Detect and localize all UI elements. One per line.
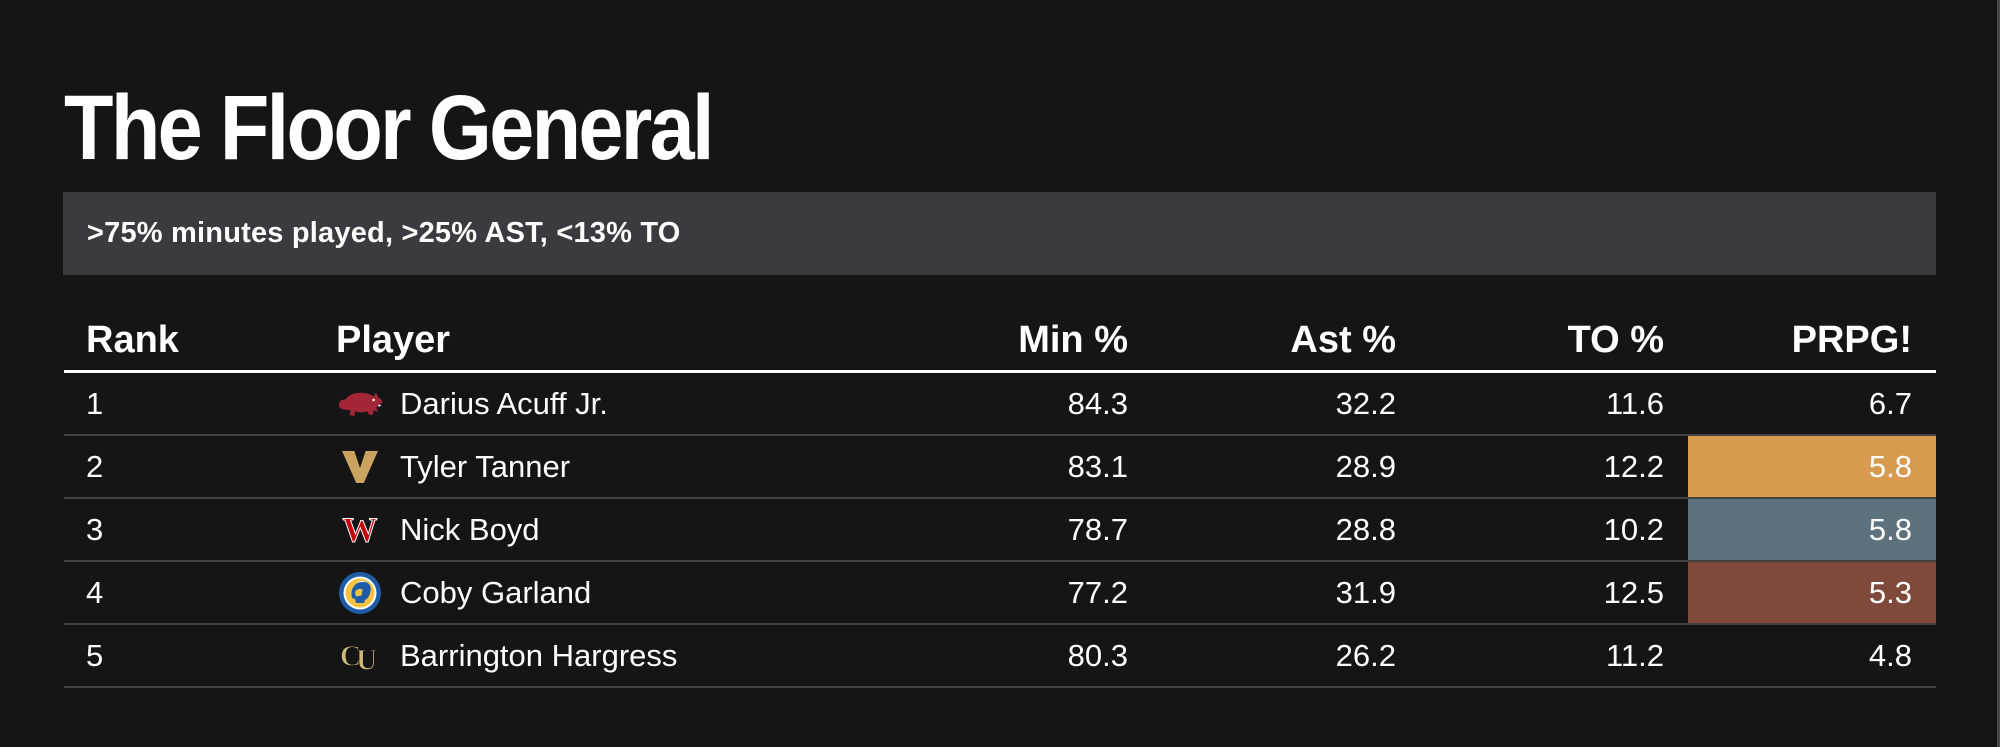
svg-text:W: W bbox=[343, 513, 378, 547]
column-header-to-pct: TO % bbox=[1420, 278, 1688, 373]
page-title: The Floor General bbox=[64, 77, 715, 179]
player-cell: Darius Acuff Jr. bbox=[336, 382, 902, 426]
san-jose-state-spartans-logo bbox=[336, 571, 384, 615]
vanderbilt-commodores-logo bbox=[336, 445, 384, 489]
column-header-rank: Rank bbox=[64, 278, 336, 373]
to-pct-value: 12.2 bbox=[1420, 435, 1688, 499]
window-edge-line bbox=[1997, 0, 2000, 747]
player-cell: C U Barrington Hargress bbox=[336, 634, 902, 678]
prpg-value: 5.8 bbox=[1688, 498, 1936, 562]
column-header-prpg: PRPG! bbox=[1688, 278, 1936, 373]
arkansas-razorbacks-logo bbox=[336, 382, 384, 426]
rank-value: 5 bbox=[64, 624, 336, 688]
to-pct-value: 11.6 bbox=[1420, 371, 1688, 436]
rank-value: 1 bbox=[64, 371, 336, 436]
filter-note-bar: >75% minutes played, >25% AST, <13% TO bbox=[63, 192, 1936, 275]
player-cell: Tyler Tanner bbox=[336, 445, 902, 489]
table-header-row: Rank Player Min % Ast % TO % PRPG! bbox=[64, 278, 1936, 373]
ast-pct-value: 32.2 bbox=[1152, 371, 1420, 436]
filter-note-text: >75% minutes played, >25% AST, <13% TO bbox=[87, 217, 681, 249]
min-pct-value: 77.2 bbox=[902, 561, 1152, 625]
to-pct-value: 10.2 bbox=[1420, 498, 1688, 562]
rank-value: 3 bbox=[64, 498, 336, 562]
ast-pct-value: 28.9 bbox=[1152, 435, 1420, 499]
rank-value: 4 bbox=[64, 561, 336, 625]
min-pct-value: 80.3 bbox=[902, 624, 1152, 688]
ast-pct-value: 31.9 bbox=[1152, 561, 1420, 625]
player-name: Darius Acuff Jr. bbox=[400, 385, 608, 421]
svg-text:C: C bbox=[340, 640, 361, 672]
prpg-value: 6.7 bbox=[1688, 371, 1936, 436]
to-pct-value: 11.2 bbox=[1420, 624, 1688, 688]
wisconsin-badgers-logo: W bbox=[336, 508, 384, 552]
player-name: Coby Garland bbox=[400, 574, 592, 610]
rank-value: 2 bbox=[64, 435, 336, 499]
min-pct-value: 83.1 bbox=[902, 435, 1152, 499]
prpg-value: 5.8 bbox=[1688, 435, 1936, 499]
player-cell: W Nick Boyd bbox=[336, 508, 902, 552]
prpg-value: 4.8 bbox=[1688, 624, 1936, 688]
table-row: 1 Darius Acuff Jr. 84.3 3 bbox=[64, 371, 1936, 436]
player-name: Barrington Hargress bbox=[400, 637, 678, 673]
column-header-ast-pct: Ast % bbox=[1152, 278, 1420, 373]
prpg-value: 5.3 bbox=[1688, 561, 1936, 625]
table-row: 3 W Nick Boyd 78.7 28.8 10.2 5.8 bbox=[64, 498, 1936, 562]
table-row: 5 C U Barrington Hargress 80.3 26.2 bbox=[64, 624, 1936, 688]
column-header-player: Player bbox=[336, 278, 902, 373]
colorado-buffaloes-logo: C U bbox=[336, 634, 384, 678]
svg-text:U: U bbox=[356, 644, 377, 675]
ast-pct-value: 26.2 bbox=[1152, 624, 1420, 688]
ast-pct-value: 28.8 bbox=[1152, 498, 1420, 562]
player-cell: Coby Garland bbox=[336, 571, 902, 615]
table-row: 2 Tyler Tanner 83.1 28.9 12.2 5.8 bbox=[64, 435, 1936, 499]
column-header-min-pct: Min % bbox=[902, 278, 1152, 373]
table-row: 4 Coby Gar bbox=[64, 561, 1936, 625]
min-pct-value: 84.3 bbox=[902, 371, 1152, 436]
player-name: Nick Boyd bbox=[400, 511, 540, 547]
player-name: Tyler Tanner bbox=[400, 448, 571, 484]
min-pct-value: 78.7 bbox=[902, 498, 1152, 562]
to-pct-value: 12.5 bbox=[1420, 561, 1688, 625]
stats-table: Rank Player Min % Ast % TO % PRPG! 1 bbox=[64, 278, 1936, 688]
